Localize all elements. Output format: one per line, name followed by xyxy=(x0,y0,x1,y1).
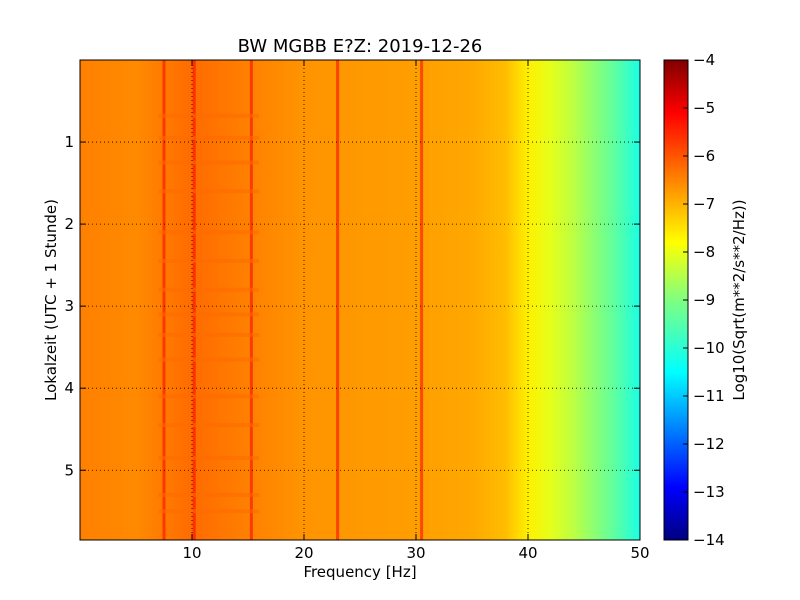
colorbar-tick-label-3: −7 xyxy=(693,195,715,213)
x-axis-label: Frequency [Hz] xyxy=(303,563,416,581)
broadband-band-12 xyxy=(158,455,260,460)
y-axis-label: Lokalzeit (UTC + 1 Stunde) xyxy=(42,199,60,401)
broadband-band-13 xyxy=(158,492,260,497)
broadband-band-2 xyxy=(158,160,260,165)
colorbar-tick-label-4: −8 xyxy=(693,243,715,261)
broadband-band-3 xyxy=(158,189,260,194)
y-tick-label-2: 3 xyxy=(64,297,74,315)
colorbar: −4 −5 −6 −7 −8 −9 −10 −11 −12 −13 −14 Log10(Sqrt(m… xyxy=(663,51,748,549)
x-tick-label-3: 40 xyxy=(518,544,537,562)
colorbar-tick-label-5: −9 xyxy=(693,291,715,309)
broadband-band-4 xyxy=(158,230,260,235)
y-tick-label-0: 1 xyxy=(64,133,74,151)
broadband-band-6 xyxy=(158,287,260,292)
broadband-band-0 xyxy=(158,113,260,118)
broadband-band-7 xyxy=(158,312,260,317)
colorbar-tick-label-6: −10 xyxy=(693,339,725,357)
broadband-band-10 xyxy=(158,394,260,399)
y-tick-label-1: 2 xyxy=(64,215,74,233)
narrowband-line-4 xyxy=(420,60,424,540)
colorbar-tick-label-0: −4 xyxy=(693,51,715,69)
spectrogram-background xyxy=(80,60,640,540)
x-tick-label-0: 10 xyxy=(182,544,201,562)
colorbar-tick-label-9: −13 xyxy=(693,483,725,501)
x-tick-label-4: 50 xyxy=(630,544,649,562)
narrowband-line-1 xyxy=(192,60,196,540)
narrowband-line-0 xyxy=(162,60,166,540)
narrowband-line-2 xyxy=(249,60,253,540)
broadband-band-5 xyxy=(158,259,260,263)
spectrogram-plot-area xyxy=(80,60,640,540)
broadband-band-9 xyxy=(158,357,260,362)
colorbar-label: Log10(Sqrt(m**2/s**2/Hz)) xyxy=(730,199,748,400)
narrowband-line-3 xyxy=(336,60,340,540)
plot-frame xyxy=(79,59,641,541)
broadband-band-8 xyxy=(158,332,260,337)
broadband-band-1 xyxy=(158,135,260,140)
broadband-band-11 xyxy=(158,423,260,428)
x-tick-label-1: 20 xyxy=(294,544,313,562)
broadband-band-14 xyxy=(158,509,260,514)
colorbar-tick-label-1: −5 xyxy=(693,99,715,117)
x-tick-label-2: 30 xyxy=(406,544,425,562)
colorbar-tick-label-7: −11 xyxy=(693,387,725,405)
colorbar-tick-label-8: −12 xyxy=(693,435,725,453)
chart-title: BW MGBB E?Z: 2019-12-26 xyxy=(238,36,483,57)
colorbar-tick-label-10: −14 xyxy=(693,531,725,549)
colorbar-tick-label-2: −6 xyxy=(693,147,715,165)
y-tick-label-3: 4 xyxy=(64,379,74,397)
y-tick-label-4: 5 xyxy=(64,461,74,479)
